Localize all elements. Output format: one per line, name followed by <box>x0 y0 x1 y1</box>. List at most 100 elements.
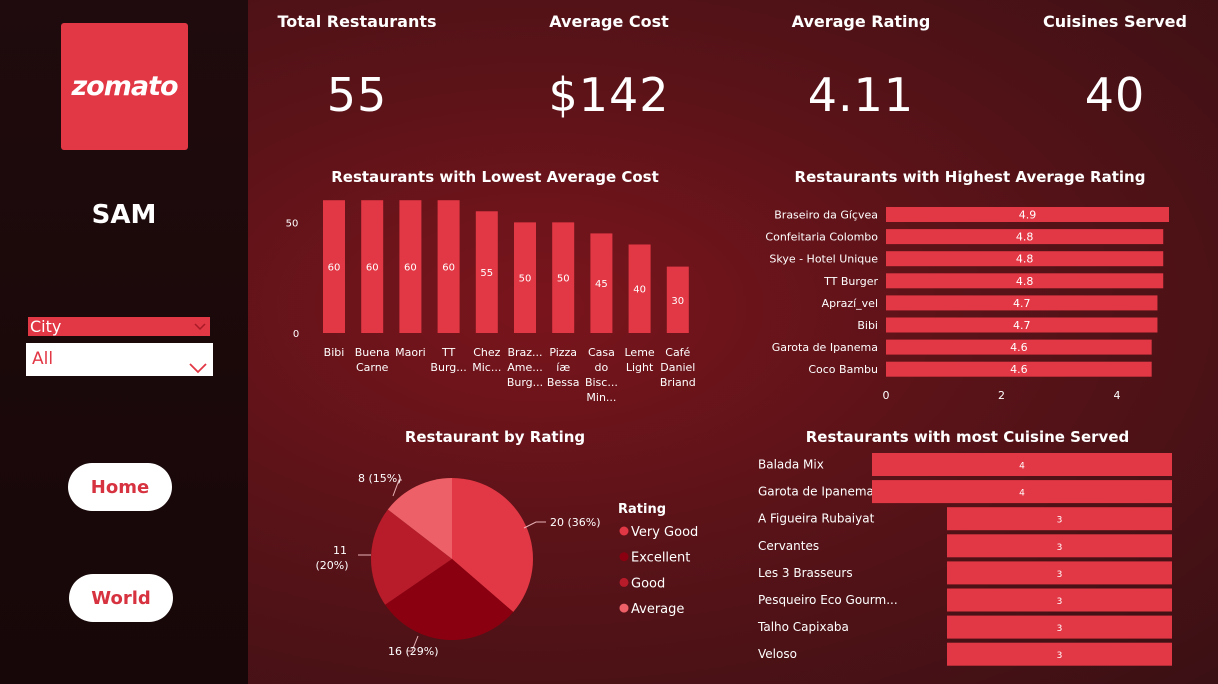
bar <box>886 251 1164 267</box>
x-tick-label: Mic... <box>472 361 501 374</box>
kpi-label: Total Restaurants <box>277 12 437 31</box>
kpi-value: 4.11 <box>807 68 915 122</box>
data-label: 60 <box>442 263 455 274</box>
x-tick-label: Leme <box>625 346 655 359</box>
legend-marker <box>619 603 629 613</box>
data-label: 3 <box>1057 543 1063 553</box>
kpi-label: Average Cost <box>549 12 669 31</box>
x-tick-label: Bibi <box>324 346 345 359</box>
data-label: 4.8 <box>1016 231 1034 244</box>
data-label: 45 <box>595 279 608 290</box>
x-tick-label: Casa <box>588 346 615 359</box>
x-tick-label: Maori <box>395 346 426 359</box>
bar <box>947 507 1172 531</box>
kpi-label: Average Rating <box>791 12 931 31</box>
chart-title-most-cuisine: Restaurants with most Cuisine Served <box>805 428 1130 446</box>
bar <box>666 266 689 333</box>
y-tick-label: Skye - Hotel Unique <box>769 253 878 266</box>
city-filter-label: City <box>30 317 62 336</box>
data-label: 30 <box>671 296 684 307</box>
legend-marker <box>619 526 629 536</box>
y-tick-label: TT Burger <box>823 275 878 288</box>
legend-marker <box>619 552 629 562</box>
data-label: 60 <box>328 263 341 274</box>
home-button[interactable]: Home <box>68 463 172 511</box>
city-filter-header[interactable]: City <box>28 317 210 336</box>
data-label: 4 <box>1019 489 1025 499</box>
legend-entry: Very Good <box>631 525 698 540</box>
bar <box>437 200 460 333</box>
data-label: 20 (36%) <box>550 516 601 529</box>
legend-title: Rating <box>618 502 666 517</box>
zomato-logo: zomato <box>61 23 188 150</box>
y-tick-label: Balada Mix <box>758 458 824 472</box>
user-name: SAM <box>91 200 157 230</box>
y-tick-label: Coco Bambu <box>808 363 878 376</box>
x-tick-label: 0 <box>883 389 890 402</box>
x-tick-label: Daniel <box>660 361 695 374</box>
kpi-value: 40 <box>1084 68 1146 122</box>
data-label: 55 <box>480 268 493 279</box>
sidebar: zomato SAM City All Home World <box>0 0 248 684</box>
bar <box>947 588 1172 612</box>
leader-line <box>392 479 402 497</box>
y-tick-label: A Figueira Rubaiyat <box>758 512 875 526</box>
y-tick-label: Pesqueiro Eco Gourm... <box>758 593 898 607</box>
x-tick-label: Pizza <box>549 346 577 359</box>
y-tick-label: Les 3 Brasseurs <box>758 566 853 580</box>
legend-entry: Good <box>631 576 665 591</box>
kpi-average-rating: Average Rating 4.11 <box>766 0 956 130</box>
lowest-cost-bar-chart: 50 0 60 Bibi 60 Buena Carne 60 Maori 60 TT Burg... 5… <box>286 200 696 404</box>
data-label: (20%) <box>315 559 348 572</box>
data-label: 8 (15%) <box>358 472 402 485</box>
x-tick-label: do <box>595 361 609 374</box>
y-tick-label: Garota de Ipanema <box>758 485 874 499</box>
data-label: 60 <box>366 263 379 274</box>
bar <box>947 615 1172 639</box>
x-tick-label: Burg... <box>430 361 466 374</box>
data-label: 11 <box>333 544 347 557</box>
bar <box>886 361 1152 377</box>
city-dropdown[interactable]: All <box>26 343 213 376</box>
y-tick-label: Bibi <box>857 319 878 332</box>
bar <box>514 222 536 333</box>
kpi-total-restaurants: Total Restaurants 55 <box>262 0 452 130</box>
data-label: 4.8 <box>1016 253 1034 266</box>
x-tick-label: Chez <box>473 346 500 359</box>
chevron-down-icon <box>189 353 207 386</box>
bar <box>323 200 345 333</box>
pie-slice <box>452 478 533 613</box>
y-tick-label: Confeitaria Colombo <box>765 231 878 244</box>
pie-slice <box>387 478 452 559</box>
bar <box>947 534 1172 558</box>
kpi-label: Cuisines Served <box>1043 12 1187 31</box>
bar <box>886 339 1152 355</box>
x-tick-label: Light <box>626 361 654 374</box>
y-tick-label: Talho Capixaba <box>757 620 849 634</box>
bar <box>475 211 498 333</box>
x-tick-label: Ame... <box>507 361 543 374</box>
data-label: 3 <box>1057 624 1063 634</box>
y-tick-label: Veloso <box>758 647 797 661</box>
x-tick-label: íæ <box>556 361 570 374</box>
x-tick-label: Café <box>665 346 690 359</box>
pie-slice <box>385 559 514 640</box>
y-tick-label: Braseiro da Gíçvea <box>774 209 878 222</box>
data-label: 4.7 <box>1013 319 1031 332</box>
world-button[interactable]: World <box>69 574 173 622</box>
chart-title-highest-rating: Restaurants with Highest Average Rating <box>794 168 1146 186</box>
x-tick-label: 4 <box>1114 389 1121 402</box>
chart-title-lowest-cost: Restaurants with Lowest Average Cost <box>331 168 659 186</box>
chevron-down-icon[interactable] <box>194 317 206 342</box>
data-label: 4.8 <box>1016 275 1034 288</box>
bar <box>886 229 1164 245</box>
data-label: 50 <box>519 274 532 285</box>
x-tick-label: Bessa <box>547 376 580 389</box>
x-tick-label: TT <box>441 346 456 359</box>
bar <box>886 317 1158 333</box>
leader-line <box>523 521 546 529</box>
logo-text: zomato <box>71 71 178 102</box>
kpi-cuisines-served: Cuisines Served 40 <box>1020 0 1210 130</box>
bar <box>872 480 1172 504</box>
most-cuisine-bar-chart: Balada Mix 4 Garota de Ipanema 4 A Figueira … <box>757 453 1172 666</box>
